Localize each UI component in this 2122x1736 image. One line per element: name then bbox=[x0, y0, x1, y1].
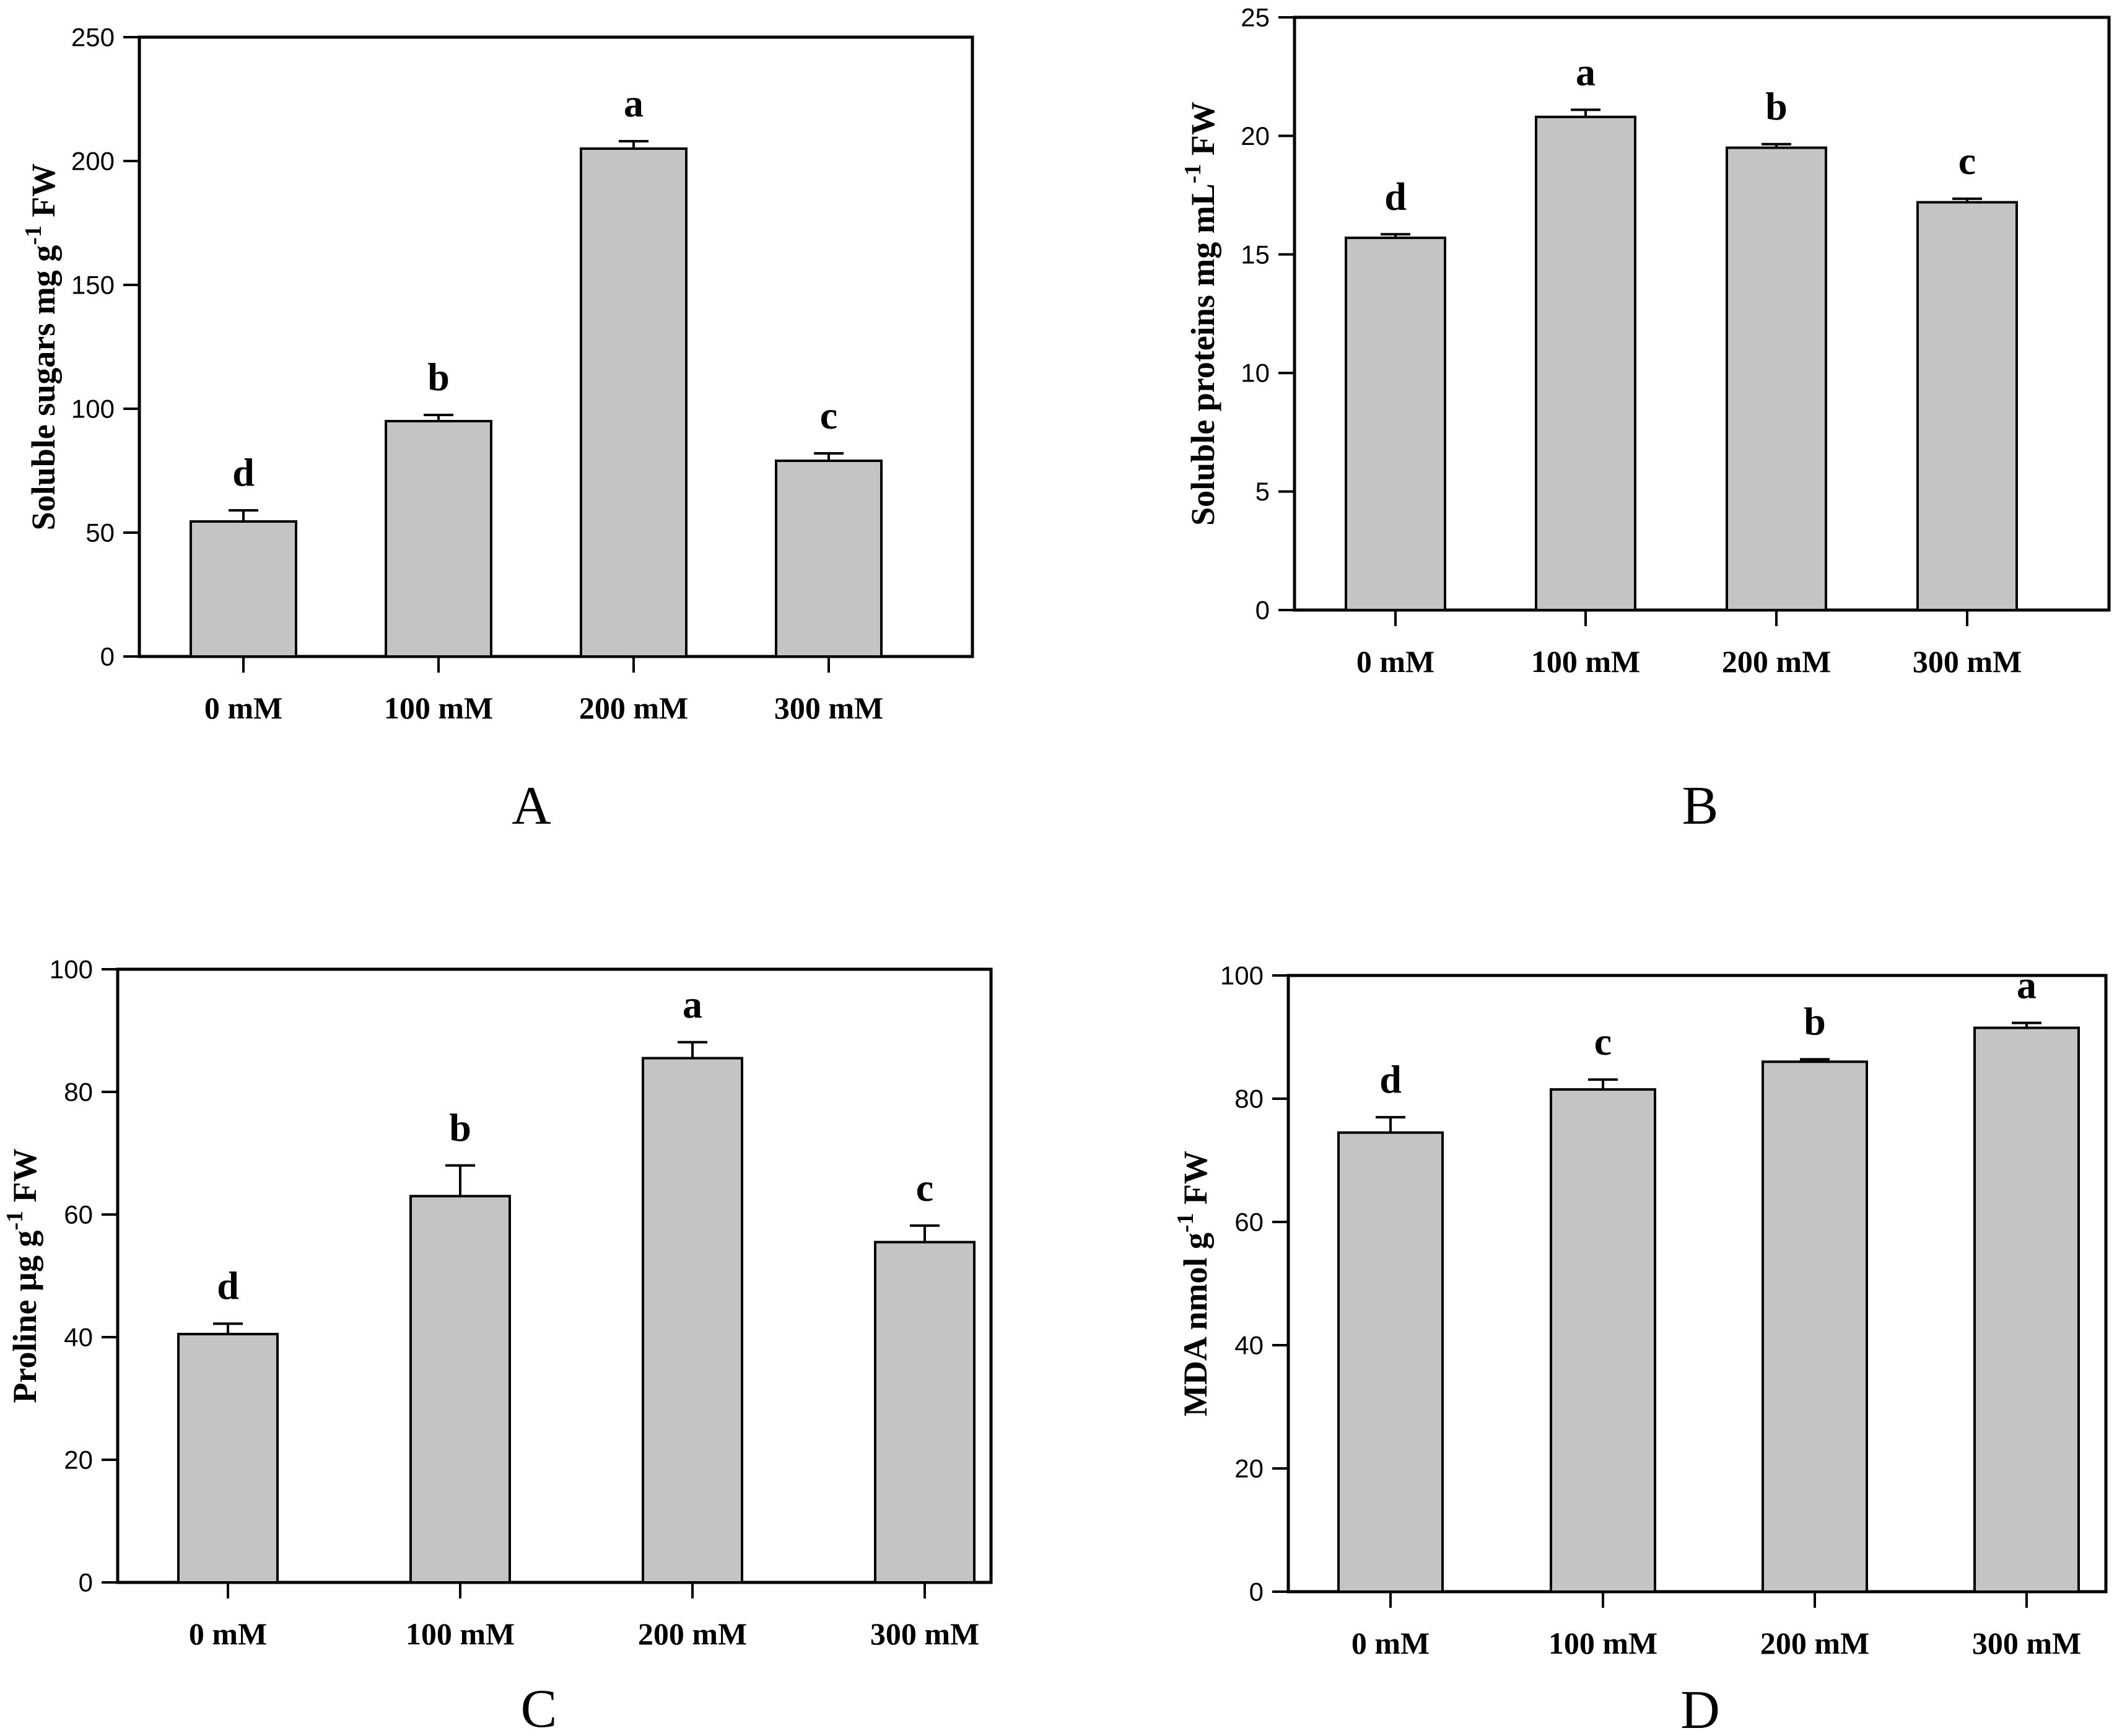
y-tick-label: 10 bbox=[1241, 359, 1270, 388]
plot-box bbox=[116, 967, 993, 1584]
bar-200-mM bbox=[1762, 1060, 1868, 1594]
bar-100-mM bbox=[1535, 115, 1636, 611]
significance-letter: d bbox=[1384, 174, 1407, 218]
y-tick-label: 60 bbox=[1234, 1208, 1264, 1237]
category-label: 300 mM bbox=[1913, 644, 2022, 679]
y-tick-label: 20 bbox=[64, 1446, 93, 1475]
y-tick-label: 0 bbox=[79, 1568, 93, 1597]
category-label: 100 mM bbox=[406, 1616, 515, 1651]
significance-letter: a bbox=[624, 81, 644, 125]
y-tick-label: 100 bbox=[71, 395, 115, 424]
significance-letter: c bbox=[820, 393, 837, 437]
bar-300-mM bbox=[775, 460, 883, 658]
y-tick-label: 0 bbox=[100, 642, 115, 671]
significance-letter: c bbox=[1594, 1019, 1612, 1063]
category-label: 0 mM bbox=[1351, 1626, 1430, 1660]
panel-c: 0 20 40 60 80 100 d 0 mM b 100 mM a 200 mM c 300 mM Pr… bbox=[2, 955, 993, 1651]
y-tick-label: 40 bbox=[64, 1323, 93, 1352]
y-axis-title: Soluble proteins mg mL-1 FW bbox=[1180, 102, 1221, 526]
y-tick-label: 60 bbox=[64, 1200, 93, 1229]
plot-box bbox=[138, 35, 974, 658]
bar-300-mM bbox=[874, 1241, 976, 1584]
significance-letter: a bbox=[1576, 50, 1596, 94]
y-tick-label: 100 bbox=[50, 955, 93, 984]
bar-0-mM bbox=[1345, 237, 1446, 611]
category-label: 300 mM bbox=[870, 1616, 979, 1651]
bar-0-mM bbox=[1337, 1131, 1444, 1593]
panel-letter-b: B bbox=[1682, 776, 1719, 836]
y-tick-label: 150 bbox=[71, 271, 115, 300]
y-tick-label: 0 bbox=[1255, 596, 1270, 625]
y-tick-label: 15 bbox=[1241, 240, 1270, 269]
significance-letter: d bbox=[1379, 1057, 1402, 1101]
y-axis-title: MDA nmol g-1 FW bbox=[1172, 1151, 1214, 1416]
y-axis-title: Proline µg g-1 FW bbox=[2, 1148, 43, 1403]
bar-100-mM bbox=[409, 1195, 511, 1584]
category-label: 100 mM bbox=[1548, 1626, 1657, 1660]
y-tick-label: 40 bbox=[1234, 1331, 1264, 1360]
plot-box bbox=[1293, 15, 2111, 612]
category-label: 0 mM bbox=[1356, 644, 1434, 679]
y-tick-label: 100 bbox=[1220, 961, 1264, 990]
category-label: 200 mM bbox=[638, 1616, 747, 1651]
bar-300-mM bbox=[1916, 201, 2018, 612]
significance-letter: c bbox=[1958, 139, 1976, 183]
category-label: 200 mM bbox=[579, 691, 688, 725]
significance-letter: a bbox=[683, 982, 702, 1026]
significance-letter: d bbox=[232, 450, 255, 494]
bar-100-mM bbox=[1550, 1088, 1656, 1593]
plot-box bbox=[1286, 974, 2108, 1594]
significance-letter: b bbox=[1804, 999, 1826, 1043]
category-label: 0 mM bbox=[204, 691, 282, 725]
bar-200-mM bbox=[1726, 146, 1827, 612]
bar-200-mM bbox=[642, 1057, 743, 1584]
category-label: 300 mM bbox=[1972, 1626, 2081, 1660]
bar-100-mM bbox=[385, 420, 492, 658]
significance-letter: d bbox=[217, 1263, 239, 1307]
significance-letter: b bbox=[1765, 84, 1788, 128]
significance-letter: b bbox=[427, 355, 450, 399]
panel-letter-a: A bbox=[512, 776, 551, 836]
y-tick-label: 80 bbox=[64, 1078, 93, 1107]
significance-letter: c bbox=[916, 1166, 933, 1210]
panel-a: 0 50 100 150 200 250 d 0 mM b 100 mM a 200 mM c 300 m… bbox=[20, 23, 974, 725]
y-axis-title: Soluble sugars mg g-1 FW bbox=[20, 164, 62, 531]
panel-letter-d: D bbox=[1680, 1680, 1720, 1736]
category-label: 0 mM bbox=[189, 1616, 267, 1651]
y-tick-label: 20 bbox=[1234, 1454, 1264, 1483]
y-tick-label: 0 bbox=[1249, 1577, 1264, 1607]
bar-0-mM bbox=[190, 520, 297, 658]
y-tick-label: 250 bbox=[71, 23, 115, 52]
bar-300-mM bbox=[1973, 1026, 2080, 1593]
category-label: 200 mM bbox=[1722, 644, 1831, 679]
category-label: 200 mM bbox=[1760, 1626, 1869, 1660]
panel-d: 0 20 40 60 80 100 d 0 mM c 100 mM b 200 mM a 300 mM MD… bbox=[1172, 961, 2108, 1660]
panel-b: 0 5 10 15 20 25 d 0 mM a 100 mM b 200 mM c 300 mM Solu… bbox=[1180, 3, 2111, 679]
y-tick-label: 5 bbox=[1255, 477, 1270, 506]
category-label: 300 mM bbox=[774, 691, 883, 725]
y-tick-label: 50 bbox=[85, 518, 115, 547]
significance-letter: a bbox=[2017, 963, 2037, 1007]
y-tick-label: 25 bbox=[1241, 3, 1270, 32]
y-tick-label: 20 bbox=[1241, 121, 1270, 150]
y-tick-label: 80 bbox=[1234, 1084, 1264, 1114]
bar-200-mM bbox=[580, 147, 688, 658]
category-label: 100 mM bbox=[384, 691, 493, 725]
y-tick-label: 200 bbox=[71, 147, 115, 176]
bar-0-mM bbox=[177, 1333, 279, 1584]
panel-letter-c: C bbox=[521, 1679, 557, 1736]
category-label: 100 mM bbox=[1531, 644, 1640, 679]
significance-letter: b bbox=[449, 1106, 471, 1149]
